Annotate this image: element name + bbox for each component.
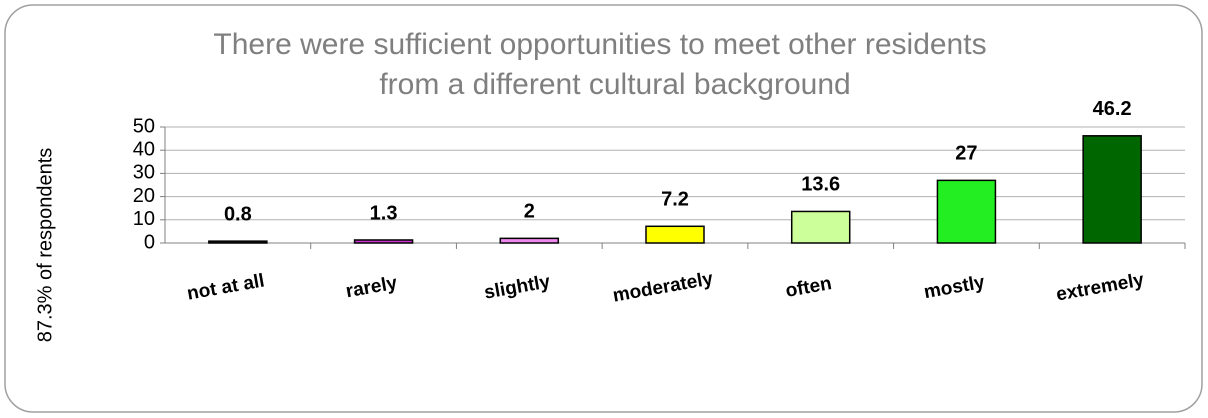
y-tick-label: 20 <box>133 185 155 207</box>
chart-title: from a different cultural background <box>379 68 850 101</box>
bar <box>499 237 560 244</box>
chart-title: There were sufficient opportunities to m… <box>213 28 986 61</box>
chart-frame <box>4 4 1203 413</box>
data-label: 1.3 <box>370 202 398 224</box>
data-label: 13.6 <box>801 174 840 196</box>
data-label: 2 <box>524 201 535 223</box>
y-tick-label: 50 <box>133 115 155 137</box>
data-label: 27 <box>955 143 977 165</box>
data-label: 46.2 <box>1093 98 1132 120</box>
bar <box>936 179 997 244</box>
bar <box>645 225 705 244</box>
data-label: 0.8 <box>224 203 252 225</box>
y-tick-label: 40 <box>133 138 155 160</box>
y-tick-label: 10 <box>133 208 155 230</box>
y-tick-label: 30 <box>133 162 155 184</box>
bar <box>208 240 268 244</box>
bar <box>790 210 851 244</box>
bar <box>353 239 414 244</box>
data-label: 7.2 <box>661 189 689 211</box>
y-axis-label: 87.3% of respondents <box>34 148 56 343</box>
bar <box>1082 135 1142 244</box>
y-tick-label: 0 <box>144 231 155 253</box>
